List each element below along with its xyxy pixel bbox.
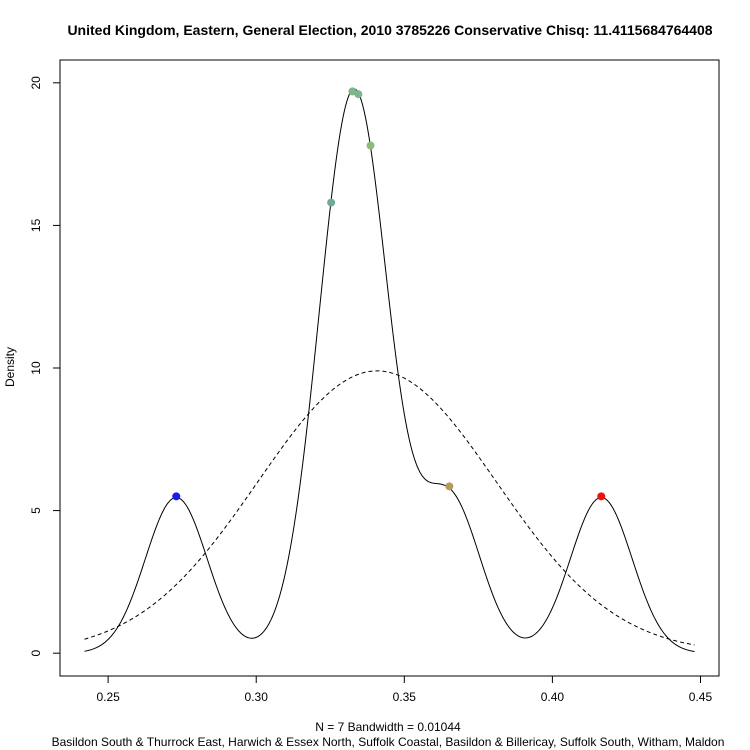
data-point: [348, 87, 357, 96]
chart-subtitle: Basildon South & Thurrock East, Harwich …: [52, 735, 725, 749]
x-tick-label: 0.45: [689, 690, 713, 704]
x-tick-label: 0.25: [96, 690, 120, 704]
x-axis: 0.25 0.30 0.35 0.40 0.45: [96, 675, 713, 704]
y-tick-label: 10: [29, 361, 43, 375]
data-point: [366, 141, 375, 150]
normal-reference-curve: [84, 370, 695, 646]
y-tick-label: 0: [29, 650, 43, 657]
y-tick-label: 5: [29, 507, 43, 514]
data-point: [445, 482, 454, 491]
data-points: [172, 87, 606, 501]
y-axis: 0 5 10 15 20: [29, 76, 61, 657]
x-tick-label: 0.30: [245, 690, 269, 704]
data-point: [354, 90, 363, 99]
x-tick-label: 0.35: [393, 690, 417, 704]
x-axis-title: N = 7 Bandwidth = 0.01044: [315, 720, 461, 734]
y-tick-label: 20: [29, 76, 43, 90]
chart-title: United Kingdom, Eastern, General Electio…: [67, 22, 712, 38]
data-point: [327, 198, 336, 207]
data-point: [597, 492, 606, 501]
y-tick-label: 15: [29, 218, 43, 232]
x-tick-label: 0.40: [541, 690, 565, 704]
data-point: [172, 492, 181, 501]
kde-density-curve: [84, 88, 695, 653]
plot-frame: [59, 59, 720, 677]
y-axis-title: Density: [3, 347, 17, 387]
